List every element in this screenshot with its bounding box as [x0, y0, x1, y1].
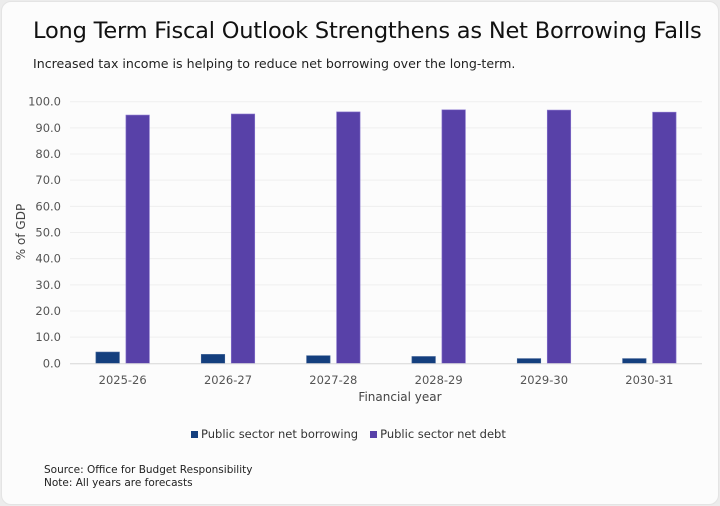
x-tick-label: 2030-31 — [625, 373, 673, 387]
legend-swatch-debt — [370, 430, 378, 438]
legend-swatch-borrowing — [191, 430, 198, 438]
y-tick-label: 70.0 — [35, 173, 61, 187]
bar-net-debt[interactable] — [230, 113, 256, 364]
bar-net-borrowing[interactable] — [411, 356, 436, 364]
legend-item-borrowing[interactable]: Public sector net borrowing — [191, 427, 358, 441]
legend-label-debt: Public sector net debt — [380, 427, 506, 441]
x-tick-label: 2027-28 — [309, 373, 357, 387]
y-tick-label: 40.0 — [35, 252, 61, 266]
x-axis-title: Financial year — [358, 390, 441, 404]
y-tick-label: 30.0 — [35, 278, 61, 292]
x-axis-ticks: 2025-26 2026-27 2027-28 2028-29 2029-30 2030-… — [99, 373, 674, 387]
y-tick-label: 0.0 — [43, 356, 61, 370]
source-note: Source: Office for Budget Responsibility — [44, 464, 253, 476]
legend-label-borrowing: Public sector net borrowing — [201, 427, 359, 441]
legend: Public sector net borrowing Public secto… — [191, 427, 506, 441]
y-tick-label: 80.0 — [35, 147, 61, 161]
x-tick-label: 2028-29 — [415, 373, 463, 387]
bar-net-debt[interactable] — [652, 111, 677, 364]
y-tick-label: 60.0 — [35, 199, 61, 213]
gridlines — [70, 101, 702, 338]
y-tick-label: 100.0 — [28, 95, 61, 109]
chart-title: Long Term Fiscal Outlook Strengthens as … — [33, 18, 702, 44]
bars — [95, 109, 677, 364]
legend-item-debt[interactable]: Public sector net debt — [370, 427, 506, 441]
y-tick-label: 50.0 — [35, 226, 61, 240]
bar-net-borrowing[interactable] — [516, 358, 542, 364]
forecast-note: Note: All years are forecasts — [44, 477, 193, 489]
x-tick-label: 2025-26 — [99, 373, 147, 387]
y-tick-label: 90.0 — [35, 121, 61, 135]
chart-subtitle: Increased tax income is helping to reduc… — [33, 56, 516, 71]
bar-net-borrowing[interactable] — [95, 351, 120, 364]
bar-net-debt[interactable] — [125, 114, 150, 364]
y-tick-label: 20.0 — [35, 304, 61, 318]
bar-net-debt[interactable] — [336, 111, 361, 364]
y-tick-label: 10.0 — [35, 330, 61, 344]
x-tick-label: 2026-27 — [204, 373, 252, 387]
x-tick-label: 2029-30 — [520, 373, 568, 387]
bar-net-debt[interactable] — [441, 109, 466, 364]
bar-net-borrowing[interactable] — [306, 355, 331, 364]
y-axis-title: % of GDP — [14, 204, 28, 260]
bar-net-borrowing[interactable] — [622, 358, 647, 364]
y-axis-ticks: 0.0 10.0 20.0 30.0 40.0 50.0 60.0 70.0 80.0 90.0 1… — [28, 95, 61, 371]
bar-net-borrowing[interactable] — [200, 354, 226, 364]
footer: Source: Office for Budget Responsibility… — [44, 464, 252, 490]
bar-net-debt[interactable] — [546, 109, 572, 364]
